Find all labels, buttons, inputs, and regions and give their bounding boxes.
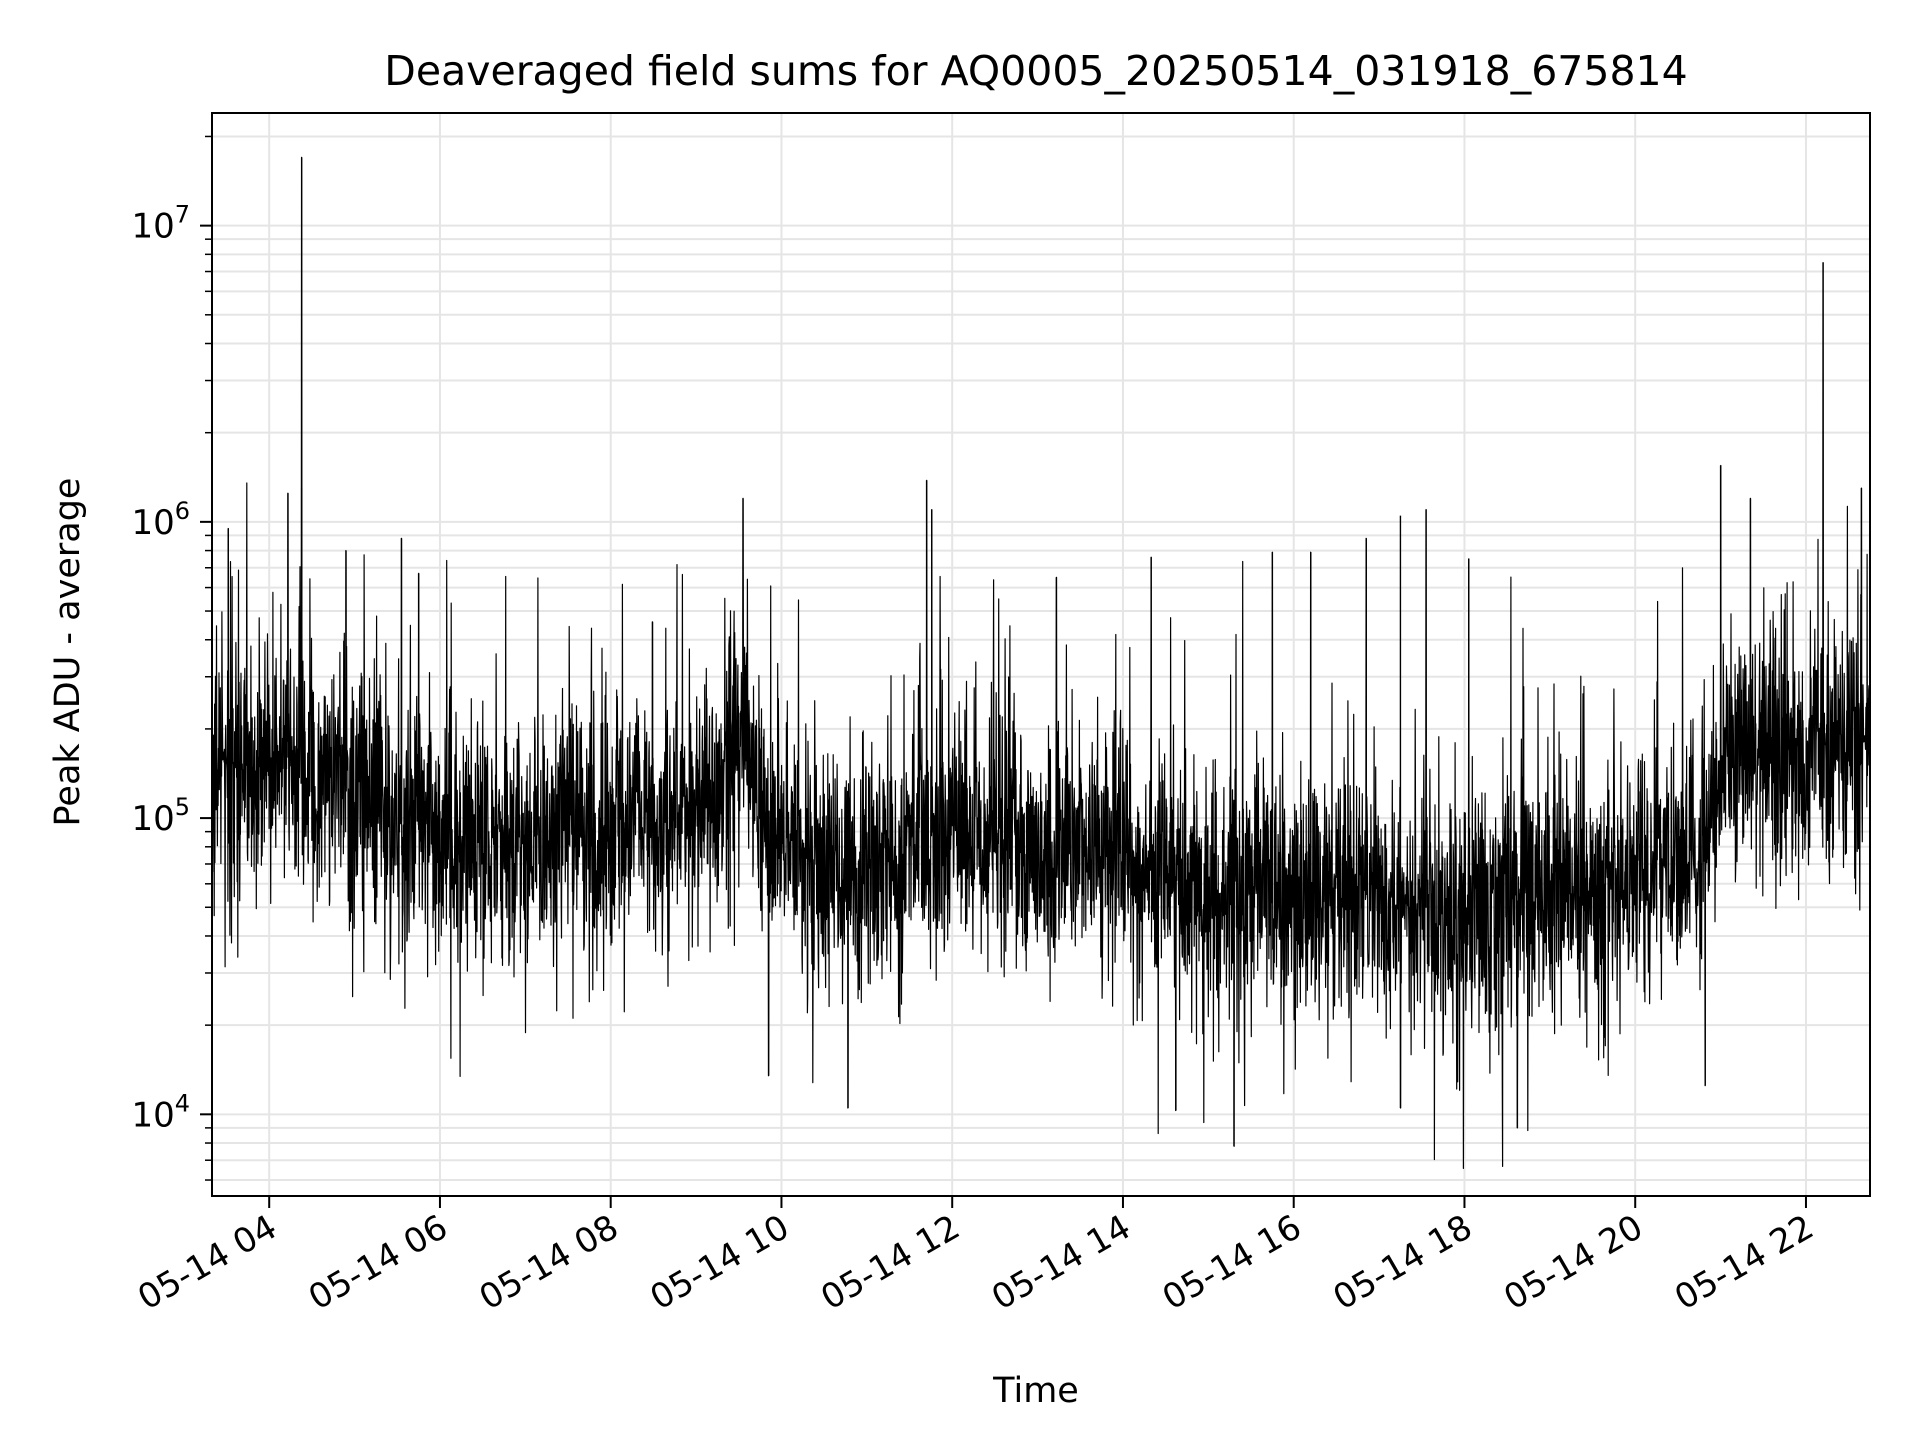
series-path [211, 156, 1871, 1169]
series-line [211, 156, 1871, 1169]
plot-frame [211, 112, 1871, 1197]
x-axis-label: Time [992, 1371, 1079, 1411]
y-tick-label: 105 [131, 793, 190, 839]
y-tick-label: 106 [131, 497, 190, 543]
y-tick-label: 104 [131, 1089, 190, 1135]
chart-title: Deaveraged field sums for AQ0005_2025051… [384, 47, 1687, 95]
y-tick-label: 107 [131, 201, 190, 247]
y-axis-label: Peak ADU - average [48, 478, 88, 827]
